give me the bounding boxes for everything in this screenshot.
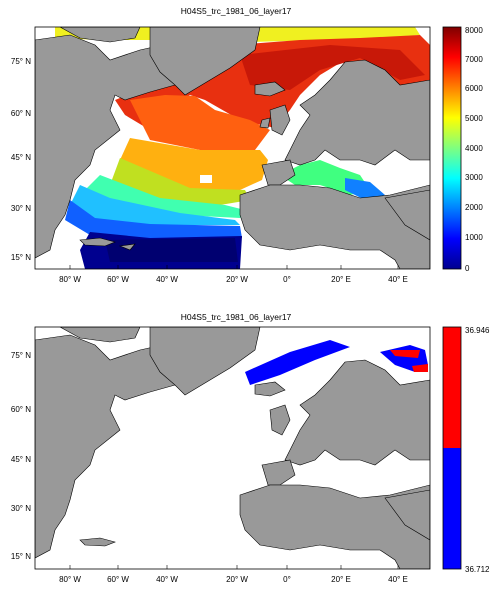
tick-marks [69, 265, 399, 569]
bottom-x-ticks: 80° W 60° W 40° W 20° W 0° 20° E 40° E [59, 575, 408, 584]
cbar-tick-7: 1000 [465, 233, 483, 242]
top-ytick-1: 60° N [11, 109, 31, 118]
bottom-colorbar-high [443, 327, 461, 448]
bottom-ytick-4: 15° N [11, 552, 31, 561]
bottom-ytick-2: 45° N [11, 455, 31, 464]
cbar-tick-2: 6000 [465, 84, 483, 93]
top-xtick-2: 40° W [156, 275, 178, 284]
cbar2-tick-min: 36.712 [465, 565, 490, 574]
bottom-y-ticks: 75° N 60° N 45° N 30° N 15° N [11, 351, 31, 561]
bottom-xtick-3: 20° W [226, 575, 248, 584]
top-xtick-0: 80° W [59, 275, 81, 284]
bottom-xtick-0: 80° W [59, 575, 81, 584]
bottom-xtick-1: 60° W [107, 575, 129, 584]
land-bottom [35, 327, 430, 569]
cbar-tick-1: 7000 [465, 55, 483, 64]
top-xtick-3: 20° W [226, 275, 248, 284]
top-map-frame [34, 26, 431, 270]
top-xtick-4: 0° [283, 275, 291, 284]
top-ytick-0: 75° N [11, 57, 31, 66]
bottom-map-title: H04S5_trc_1981_06_layer17 [180, 312, 292, 322]
top-colorbar [442, 26, 462, 270]
cbar-tick-5: 3000 [465, 173, 483, 182]
bottom-map-frame [34, 326, 431, 570]
top-x-ticks: 80° W 60° W 40° W 20° W 0° 20° E 40° E [59, 275, 408, 284]
bottom-ytick-3: 30° N [11, 504, 31, 513]
bottom-xtick-4: 0° [283, 575, 291, 584]
bottom-xtick-5: 20° E [331, 575, 351, 584]
top-map [35, 27, 430, 269]
bottom-colorbar-ticks: 36.946 36.712 [465, 326, 490, 574]
top-ytick-4: 15° N [11, 253, 31, 262]
top-colorbar-ticks: 8000 7000 6000 5000 4000 3000 2000 1000 … [465, 26, 483, 273]
cbar-tick-3: 5000 [465, 114, 483, 123]
top-xtick-1: 60° W [107, 275, 129, 284]
top-xtick-5: 20° E [331, 275, 351, 284]
cbar-tick-8: 0 [465, 264, 470, 273]
cbar-tick-6: 2000 [465, 203, 483, 212]
bottom-xtick-2: 40° W [156, 575, 178, 584]
bottom-colorbar-low [443, 448, 461, 569]
top-y-ticks: 75° N 60° N 45° N 30° N 15° N [11, 57, 31, 262]
top-ytick-3: 30° N [11, 204, 31, 213]
bottom-ytick-1: 60° N [11, 405, 31, 414]
bottom-colorbar-frame [442, 326, 462, 570]
top-xtick-6: 40° E [388, 275, 408, 284]
cbar2-tick-max: 36.946 [465, 326, 490, 335]
bottom-ytick-0: 75° N [11, 351, 31, 360]
tracer-patches [245, 340, 428, 385]
bottom-map [35, 327, 430, 569]
cbar-tick-4: 4000 [465, 144, 483, 153]
top-map-title: H04S5_trc_1981_06_layer17 [180, 6, 292, 16]
land [35, 27, 430, 269]
cbar-tick-0: 8000 [465, 26, 483, 35]
top-ytick-2: 45° N [11, 153, 31, 162]
bottom-xtick-6: 40° E [388, 575, 408, 584]
